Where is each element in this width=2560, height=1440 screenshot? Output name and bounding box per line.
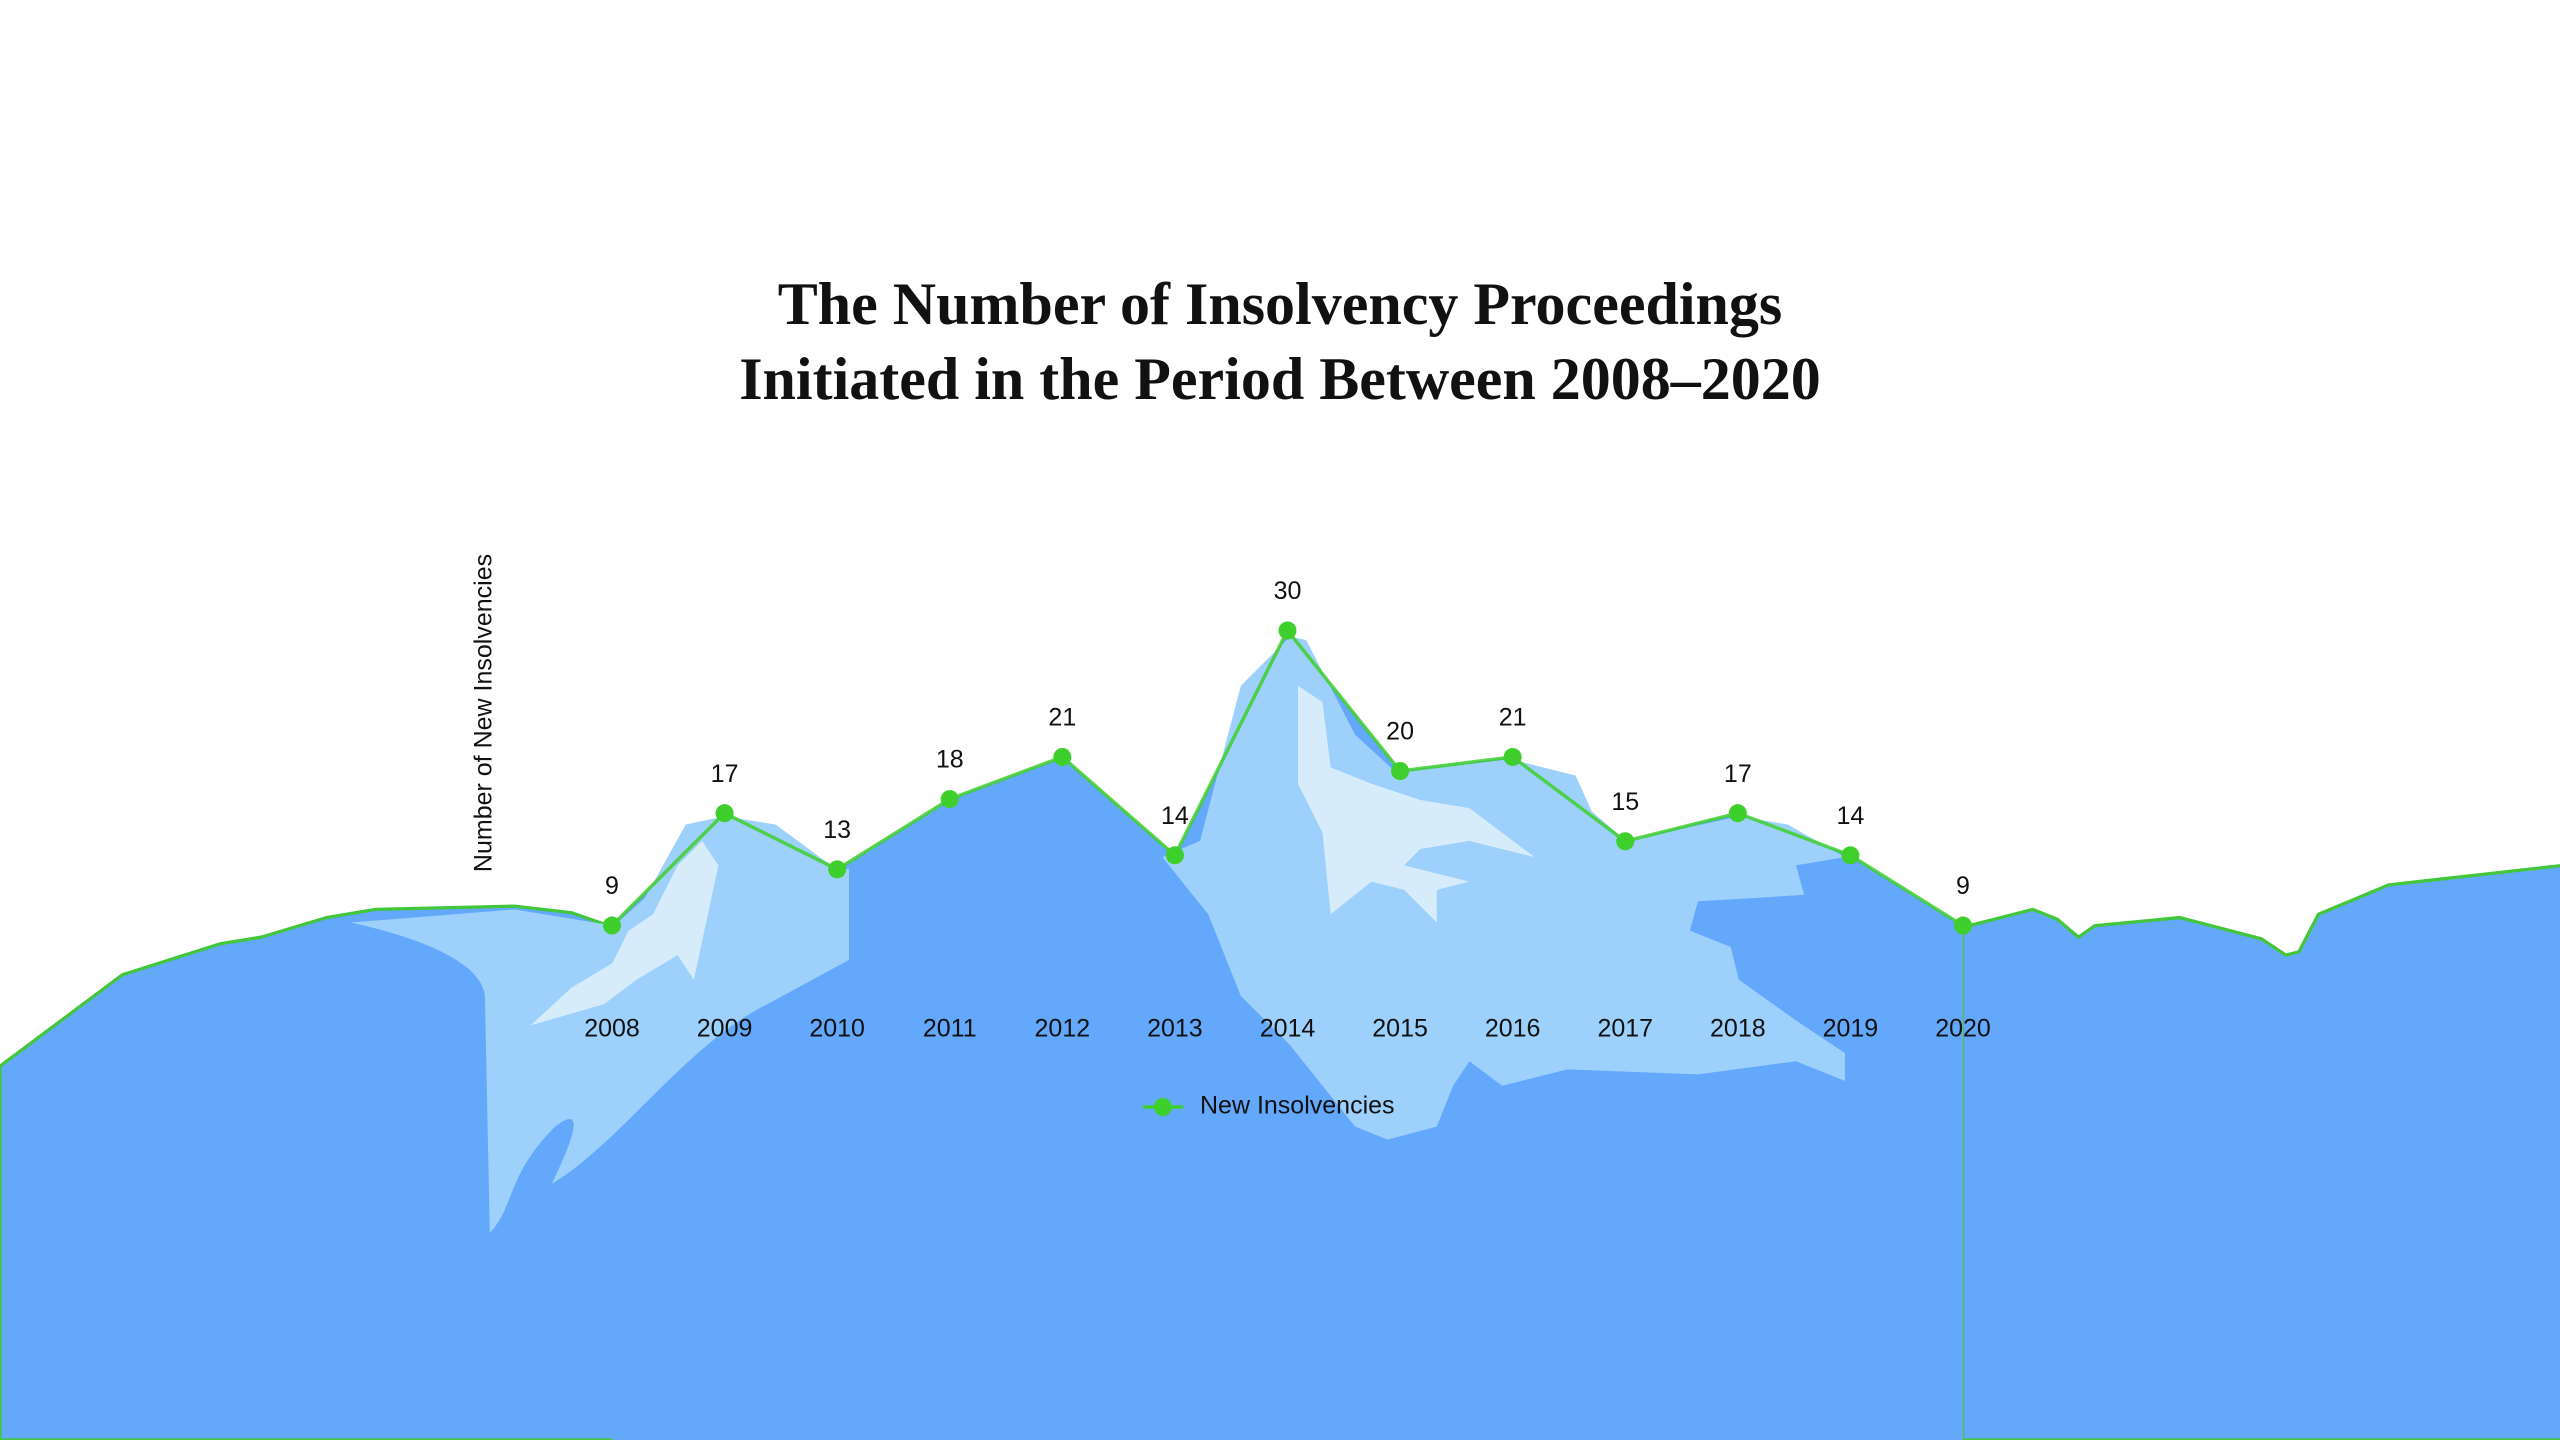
marker: [1278, 621, 1297, 640]
legend-marker: [1154, 1098, 1172, 1116]
chart-title: The Number of Insolvency Proceedings: [778, 271, 1782, 337]
iceberg: [351, 636, 1845, 1233]
marker: [1954, 916, 1972, 935]
data-label: 9: [1956, 872, 1970, 900]
data-label: 14: [1837, 802, 1865, 830]
chart-title: Initiated in the Period Between 2008–202…: [739, 346, 1821, 412]
x-tick-label: 2012: [1035, 1015, 1091, 1043]
shore-left: [0, 904, 616, 1440]
marker: [1728, 804, 1747, 823]
data-label: 21: [1499, 704, 1527, 732]
x-tick-label: 2017: [1597, 1015, 1653, 1043]
x-tick-label: 2019: [1823, 1015, 1879, 1043]
x-tick-label: 2014: [1260, 1015, 1316, 1043]
marker: [1616, 832, 1635, 851]
legend-label: New Insolvencies: [1200, 1092, 1395, 1120]
data-label: 17: [711, 760, 739, 788]
x-tick-label: 2020: [1935, 1015, 1991, 1043]
marker: [1503, 747, 1522, 766]
x-tick-label: 2008: [584, 1015, 640, 1043]
highlight-main: [1297, 685, 1535, 923]
x-tick-label: 2015: [1372, 1015, 1428, 1043]
marker: [1841, 846, 1860, 865]
x-tick-label: 2018: [1710, 1015, 1766, 1043]
y-axis-label: Number of New Insolvencies: [470, 554, 498, 872]
x-tick-label: 2011: [923, 1015, 977, 1043]
x-tick-label: 2009: [697, 1015, 753, 1043]
x-tick-label: 2010: [809, 1015, 865, 1043]
data-label: 15: [1611, 788, 1639, 816]
shore-right: [1960, 864, 2560, 1440]
data-label: 13: [823, 816, 851, 844]
data-label: 20: [1386, 718, 1414, 746]
marker: [940, 790, 959, 809]
marker: [1165, 846, 1184, 865]
data-label: 9: [605, 872, 619, 900]
iceberg-main: [1162, 636, 1845, 1140]
marker: [828, 860, 847, 879]
data-label: 17: [1724, 760, 1752, 788]
x-tick-label: 2016: [1485, 1015, 1541, 1043]
marker: [603, 916, 621, 935]
scenery: [0, 864, 2560, 1440]
highlight-left: [530, 840, 719, 1026]
data-label: 14: [1161, 802, 1189, 830]
marker: [1053, 747, 1072, 766]
x-tick-label: 2013: [1147, 1015, 1203, 1043]
data-label: 18: [936, 746, 964, 774]
data-label: 30: [1274, 577, 1302, 605]
iceberg-left: [351, 816, 850, 1233]
data-label: 21: [1048, 704, 1076, 732]
marker: [715, 804, 734, 823]
marker: [1391, 762, 1410, 780]
